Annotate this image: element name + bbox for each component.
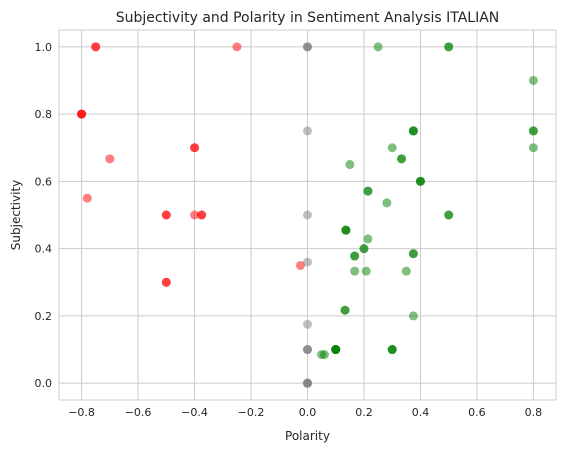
data-point (331, 345, 341, 355)
data-point (190, 210, 200, 220)
data-point (340, 305, 350, 315)
data-point (77, 109, 87, 119)
y-tick-label: 0.2 (35, 310, 53, 323)
data-point (197, 210, 207, 220)
data-point (387, 345, 397, 355)
data-point (361, 266, 371, 276)
data-point (303, 42, 312, 52)
data-point (303, 319, 312, 329)
data-point (373, 42, 383, 52)
data-point (91, 42, 101, 52)
data-point (528, 143, 538, 153)
data-point (345, 160, 355, 170)
data-point (408, 311, 418, 321)
data-point (161, 277, 171, 287)
y-tick-label: 0.0 (35, 377, 53, 390)
y-tick-label: 0.4 (35, 243, 53, 256)
data-point (303, 126, 312, 136)
y-tick-labels: 0.0 0.2 0.4 0.6 0.8 1.0 (35, 41, 53, 390)
x-tick-label: −0.6 (125, 406, 152, 419)
data-point (382, 198, 392, 208)
data-point (105, 154, 115, 164)
data-point (528, 75, 538, 85)
data-point (415, 176, 425, 186)
data-point (528, 126, 538, 136)
x-tick-label: 0.4 (412, 406, 430, 419)
data-point (303, 210, 312, 220)
data-point (408, 249, 418, 259)
x-tick-labels: −0.8 −0.6 −0.4 −0.2 0.0 0.2 0.4 0.6 0.8 (68, 406, 542, 419)
data-point (341, 225, 351, 235)
data-point (303, 257, 312, 267)
y-axis-label: Subjectivity (9, 180, 23, 250)
data-point (401, 266, 411, 276)
data-point (397, 154, 407, 164)
data-points (77, 42, 538, 388)
y-tick-label: 1.0 (35, 41, 53, 54)
data-point (161, 210, 171, 220)
data-point (303, 378, 312, 388)
data-point (232, 42, 242, 52)
data-point (359, 244, 369, 254)
data-point (387, 143, 397, 153)
data-point (82, 193, 92, 203)
x-tick-label: −0.8 (68, 406, 95, 419)
x-tick-label: −0.4 (181, 406, 208, 419)
data-point (303, 345, 312, 355)
data-point (408, 126, 418, 136)
y-tick-label: 0.6 (35, 175, 53, 188)
data-point (444, 210, 454, 220)
data-point (190, 143, 200, 153)
data-point (350, 251, 360, 261)
x-tick-label: 0.2 (355, 406, 373, 419)
y-tick-label: 0.8 (35, 108, 53, 121)
data-point (363, 234, 373, 244)
x-axis-label: Polarity (285, 429, 330, 443)
data-point (319, 350, 329, 360)
data-point (350, 266, 360, 276)
data-point (444, 42, 454, 52)
data-point (363, 186, 373, 196)
x-tick-label: −0.2 (238, 406, 265, 419)
x-tick-label: 0.6 (468, 406, 486, 419)
chart-title: Subjectivity and Polarity in Sentiment A… (116, 10, 500, 26)
x-tick-label: 0.8 (525, 406, 543, 419)
data-point (295, 260, 305, 270)
x-tick-label: 0.0 (299, 406, 317, 419)
